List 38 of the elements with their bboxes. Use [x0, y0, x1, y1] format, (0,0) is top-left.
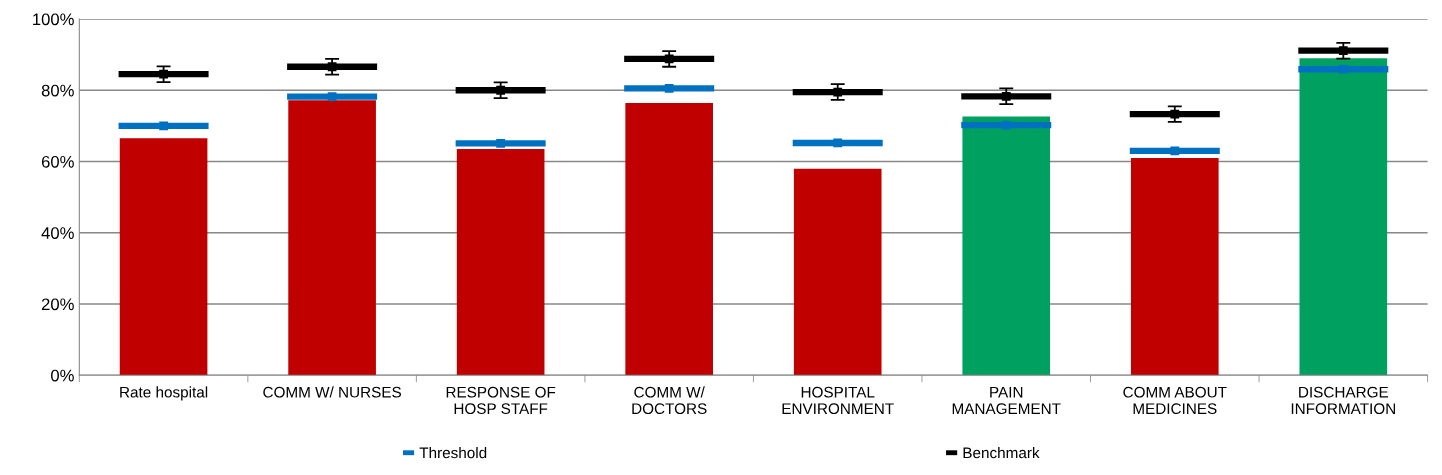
point — [833, 87, 843, 97]
bar — [119, 138, 208, 376]
bar — [1130, 157, 1219, 376]
x-tick-label: PAIN MANAGEMENT — [952, 386, 1061, 415]
bar — [793, 168, 882, 376]
y-tick-label: 80% — [41, 84, 74, 97]
point — [327, 92, 337, 102]
bar — [962, 116, 1051, 376]
x-tick-label: COMM W/ DOCTORS — [632, 386, 707, 415]
x-tick-label: COMM W/ NURSES — [263, 386, 402, 398]
x-tick-label: DISCHARGE INFORMATION — [1291, 386, 1395, 415]
point — [1001, 91, 1011, 101]
point — [1001, 120, 1011, 130]
point — [1170, 109, 1180, 119]
x-tick-label: COMM ABOUT MEDICINES — [1123, 386, 1227, 415]
y-tick-label: 0% — [51, 369, 74, 382]
point — [664, 54, 674, 64]
point — [833, 138, 843, 148]
y-tick-label: 60% — [41, 155, 74, 168]
x-tick-label: Rate hospital — [120, 386, 208, 401]
point — [159, 69, 168, 79]
point — [327, 62, 337, 72]
legend-label: Threshold — [419, 447, 487, 459]
bar — [1299, 58, 1388, 376]
point — [1170, 146, 1180, 156]
legend-label: Benchmark — [963, 447, 1040, 459]
point — [496, 85, 506, 95]
y-tick-label: 100% — [33, 13, 74, 26]
bar — [625, 103, 713, 376]
point — [159, 121, 168, 131]
x-tick-label: HOSPITAL ENVIRONMENT — [782, 386, 894, 415]
y-tick-label: 20% — [41, 298, 74, 311]
point — [664, 84, 674, 93]
point — [1338, 46, 1348, 56]
y-tick-label: 40% — [41, 227, 74, 239]
point — [496, 138, 506, 148]
x-tick-label: RESPONSE OF HOSP STAFF — [446, 386, 556, 415]
point — [1338, 64, 1348, 74]
